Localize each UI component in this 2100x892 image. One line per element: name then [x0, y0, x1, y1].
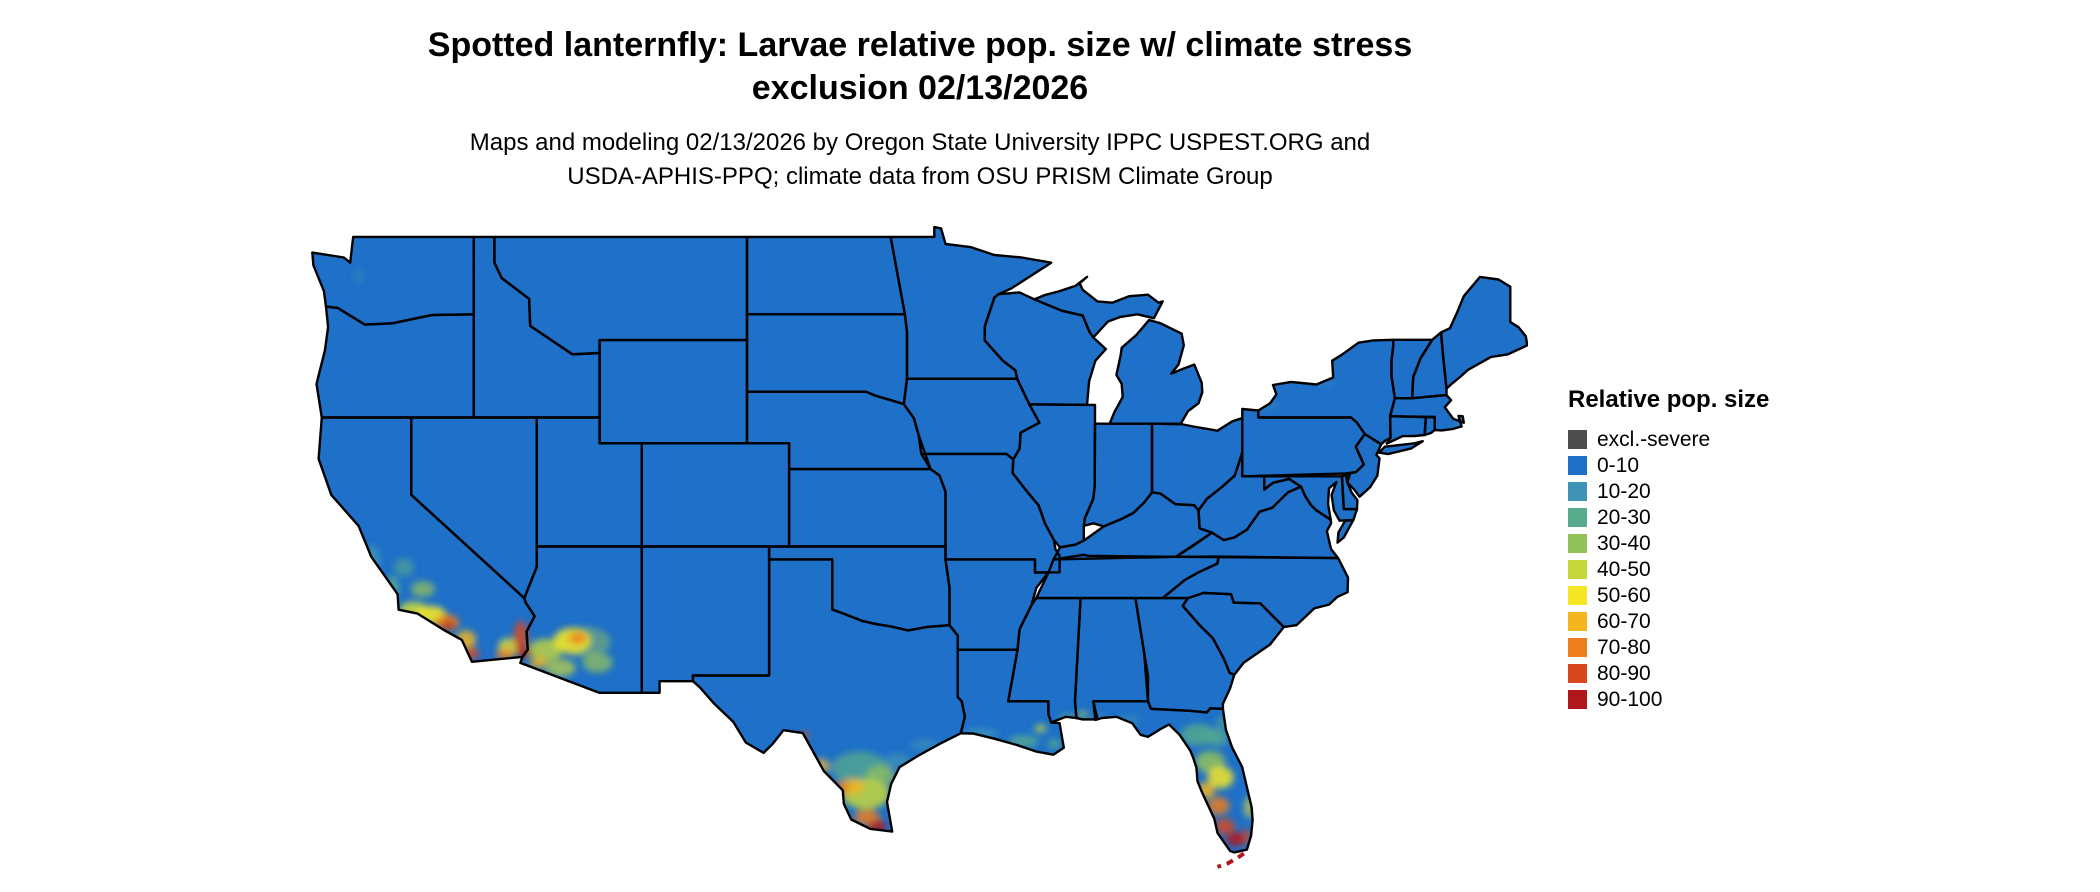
state-shape: [1109, 320, 1203, 424]
legend-item: 60-70: [1568, 608, 1769, 634]
us-choropleth-map: [306, 224, 1529, 886]
legend-label: 20-30: [1597, 505, 1651, 529]
state-shape: [945, 559, 1049, 650]
legend-swatch: [1568, 559, 1587, 579]
legend-swatch: [1568, 689, 1587, 709]
state-shape: [1258, 339, 1395, 445]
legend-item: 50-60: [1568, 582, 1769, 608]
legend-swatch: [1568, 611, 1587, 631]
state-shape: [1135, 598, 1235, 713]
legend-swatch: [1568, 455, 1587, 475]
legend-item: 70-80: [1568, 634, 1769, 660]
state-shape: [1198, 452, 1301, 541]
state-shape: [1053, 492, 1212, 560]
legend-label: 70-80: [1597, 635, 1651, 659]
state-border: [1197, 451, 1303, 542]
state-shape: [1182, 592, 1284, 675]
legend-item: 20-30: [1568, 504, 1769, 530]
legend-label: 30-40: [1597, 531, 1651, 555]
subtitle-line2: USDA-APHIS-PPQ; climate data from OSU PR…: [567, 163, 1273, 190]
legend-item: 30-40: [1568, 530, 1769, 556]
state-border: [691, 558, 967, 833]
state-shape: [1341, 473, 1358, 510]
legend-label: excl.-severe: [1597, 427, 1711, 451]
state-shape: [411, 417, 537, 599]
state-shape: [536, 417, 642, 547]
legend-item: 10-20: [1568, 478, 1769, 504]
state-shape: [747, 236, 905, 315]
legend-item: 80-90: [1568, 660, 1769, 686]
state-shape: [1075, 598, 1148, 720]
us-map-svg: [311, 225, 1529, 869]
state-shape: [312, 236, 474, 325]
legend-label: 50-60: [1597, 583, 1651, 607]
figure-title: Spotted lanternfly: Larvae relative pop.…: [0, 24, 1840, 110]
state-shape: [318, 417, 535, 662]
subtitle-line1: Maps and modeling 02/13/2026 by Oregon S…: [469, 129, 1371, 156]
figure-header: Spotted lanternfly: Larvae relative pop.…: [0, 24, 1840, 194]
state-border: [1439, 275, 1529, 390]
state-shape: [641, 546, 770, 693]
state-border: [1423, 415, 1436, 437]
state-shape: [1175, 486, 1339, 559]
state-shape: [1386, 416, 1426, 444]
state-border: [1377, 439, 1424, 456]
state-shape: [599, 340, 747, 444]
legend-item: 90-100: [1568, 686, 1769, 712]
state-shape: [789, 469, 946, 547]
title-line2: exclusion 02/13/2026: [751, 69, 1089, 107]
legend-swatch: [1568, 481, 1587, 501]
state-border: [1336, 519, 1355, 544]
state-shape: [903, 378, 1040, 460]
state-shape: [890, 227, 1052, 379]
state-shape: [747, 314, 907, 405]
state-shape: [1036, 554, 1219, 599]
state-shape: [1012, 404, 1095, 548]
legend-label: 0-10: [1597, 453, 1640, 477]
legend-label: 80-90: [1597, 661, 1651, 685]
legend-label: 10-20: [1597, 479, 1651, 503]
state-shape: [921, 453, 1060, 573]
legend-items: excl.-severe 0-10 10-20 20-30 30-40 40-50 50-6…: [1568, 426, 1769, 712]
state-shape: [1083, 423, 1152, 527]
legend-item: 40-50: [1568, 556, 1769, 582]
state-shape: [1242, 409, 1365, 477]
legend-swatch: [1568, 663, 1587, 683]
legend-swatch: [1568, 637, 1587, 657]
state-shape: [1034, 276, 1163, 338]
state-shape: [747, 391, 931, 470]
state-fills: [312, 227, 1528, 853]
state-shape: [1441, 276, 1528, 389]
state-shape: [494, 236, 747, 355]
state-shape: [1008, 598, 1081, 723]
florida-keys: [1216, 851, 1245, 869]
legend-item: excl.-severe: [1568, 426, 1769, 452]
legend-swatch: [1568, 585, 1587, 605]
state-shape: [984, 292, 1106, 405]
state-shape: [1424, 417, 1435, 435]
state-border: [1033, 275, 1164, 339]
state-border: [1092, 700, 1254, 854]
legend-title: Relative pop. size: [1568, 386, 1770, 413]
state-border: [1108, 318, 1204, 426]
legend-label: 40-50: [1597, 557, 1651, 581]
legend-swatch: [1568, 533, 1587, 553]
legend-swatch: [1568, 429, 1587, 449]
state-shape: [1390, 395, 1464, 431]
figure-subtitle: Maps and modeling 02/13/2026 by Oregon S…: [0, 126, 1840, 194]
state-shape: [1412, 332, 1447, 399]
legend-label: 60-70: [1597, 609, 1651, 633]
legend-item: 0-10: [1568, 452, 1769, 478]
state-shape: [769, 546, 950, 631]
state-border: [1385, 414, 1428, 445]
map-legend: Relative pop. size excl.-severe 0-10 10-20…: [1568, 386, 1769, 712]
state-borders: [311, 225, 1529, 854]
state-shape: [316, 306, 474, 418]
state-shape: [1162, 556, 1348, 627]
title-line1: Spotted lanternfly: Larvae relative pop.…: [427, 26, 1413, 64]
state-shape: [641, 443, 790, 547]
state-border: [1344, 432, 1383, 498]
legend-swatch: [1568, 507, 1587, 527]
legend-label: 90-100: [1597, 687, 1663, 711]
